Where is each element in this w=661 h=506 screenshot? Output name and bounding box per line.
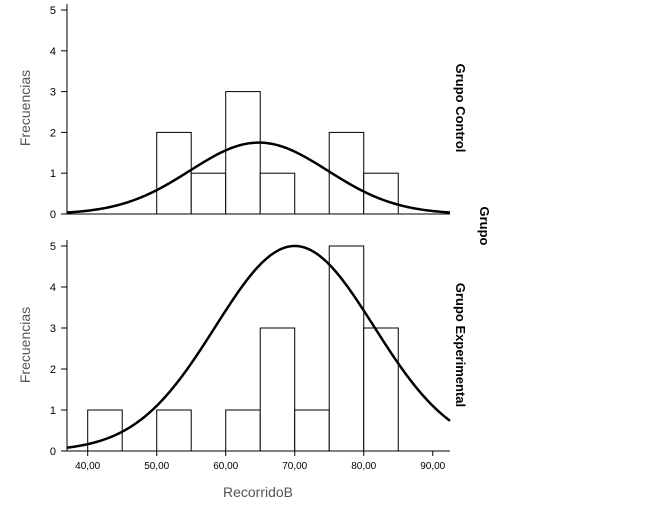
x-tick-label: 70,00 [282,461,307,472]
y-axis-label-top: Frecuencias [17,70,33,146]
y-tick-label-control: 1 [50,168,56,180]
x-tick-label: 80,00 [351,461,376,472]
y-tick-label-experimental: 3 [50,323,56,335]
y-tick-label-experimental: 4 [50,282,56,294]
y-tick-label-control: 2 [50,127,56,139]
histogram-bar-experimental [328,245,365,452]
y-tick-label-experimental: 0 [50,446,56,458]
y-tick-label-control: 4 [50,46,56,58]
plot-area: 0 1 2 3 4 5 0 1 2 3 4 5 40,00 50,00 60,00 70,00 80,00 90,… [50,4,451,472]
normal-curve-experimental [66,244,451,449]
histogram-bar-control [328,131,365,215]
y-tick-label-experimental: 2 [50,364,56,376]
y-tick-label-experimental: 5 [50,241,56,253]
y-tick-label-control: 0 [50,209,56,221]
normal-curve-control [66,141,451,214]
panel-label-control: Grupo Control [453,64,468,153]
histogram-bar-experimental [156,409,192,452]
x-tick-label: 60,00 [213,461,238,472]
histogram-bar-experimental [294,409,330,452]
x-tick-label: 50,00 [144,461,169,472]
group-label: Grupo [477,207,492,246]
histogram-bar-control [190,172,227,215]
histogram-bar-experimental [87,409,123,452]
histogram-bar-control [225,91,261,215]
y-tick-label-experimental: 1 [50,405,56,417]
histogram-bar-experimental [259,327,296,452]
histogram-bar-experimental [225,409,261,452]
histogram-bar-control [259,172,296,215]
y-tick-label-control: 5 [50,5,56,17]
x-tick-label: 40,00 [75,461,100,472]
y-tick-label-control: 3 [50,87,56,99]
panel-label-experimental: Grupo Experimental [453,283,468,407]
x-axis-label: RecorridoB [223,484,293,500]
y-axis-label-bottom: Frecuencias [17,307,33,383]
histogram-bar-experimental [363,327,399,452]
x-tick-label: 90,00 [420,461,445,472]
